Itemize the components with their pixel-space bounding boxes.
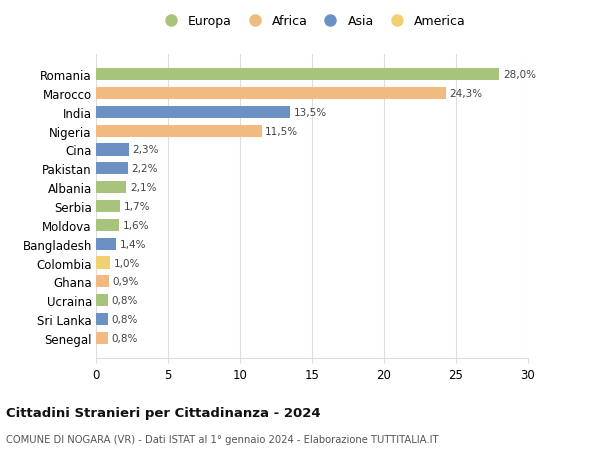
Text: 11,5%: 11,5% xyxy=(265,126,298,136)
Bar xyxy=(96,69,499,81)
Bar xyxy=(96,219,119,231)
Text: 0,8%: 0,8% xyxy=(111,296,137,306)
Text: 13,5%: 13,5% xyxy=(294,107,327,118)
Bar xyxy=(96,125,262,137)
Bar xyxy=(96,182,126,194)
Text: 2,1%: 2,1% xyxy=(130,183,157,193)
Bar xyxy=(96,88,446,100)
Bar xyxy=(96,313,107,325)
Bar xyxy=(96,163,128,175)
Text: 0,9%: 0,9% xyxy=(113,277,139,287)
Text: 1,0%: 1,0% xyxy=(114,258,140,268)
Text: COMUNE DI NOGARA (VR) - Dati ISTAT al 1° gennaio 2024 - Elaborazione TUTTITALIA.: COMUNE DI NOGARA (VR) - Dati ISTAT al 1°… xyxy=(6,434,439,444)
Text: 1,7%: 1,7% xyxy=(124,202,151,212)
Bar xyxy=(96,144,129,156)
Bar xyxy=(96,294,107,307)
Bar xyxy=(96,276,109,288)
Legend: Europa, Africa, Asia, America: Europa, Africa, Asia, America xyxy=(155,13,469,31)
Text: Cittadini Stranieri per Cittadinanza - 2024: Cittadini Stranieri per Cittadinanza - 2… xyxy=(6,406,320,419)
Bar xyxy=(96,201,121,213)
Text: 24,3%: 24,3% xyxy=(449,89,482,99)
Text: 1,6%: 1,6% xyxy=(122,220,149,230)
Bar xyxy=(96,257,110,269)
Text: 0,8%: 0,8% xyxy=(111,314,137,325)
Bar xyxy=(96,332,107,344)
Text: 28,0%: 28,0% xyxy=(503,70,536,80)
Bar xyxy=(96,106,290,119)
Text: 1,4%: 1,4% xyxy=(120,239,146,249)
Text: 0,8%: 0,8% xyxy=(111,333,137,343)
Bar xyxy=(96,238,116,250)
Text: 2,3%: 2,3% xyxy=(133,145,159,155)
Text: 2,2%: 2,2% xyxy=(131,164,158,174)
